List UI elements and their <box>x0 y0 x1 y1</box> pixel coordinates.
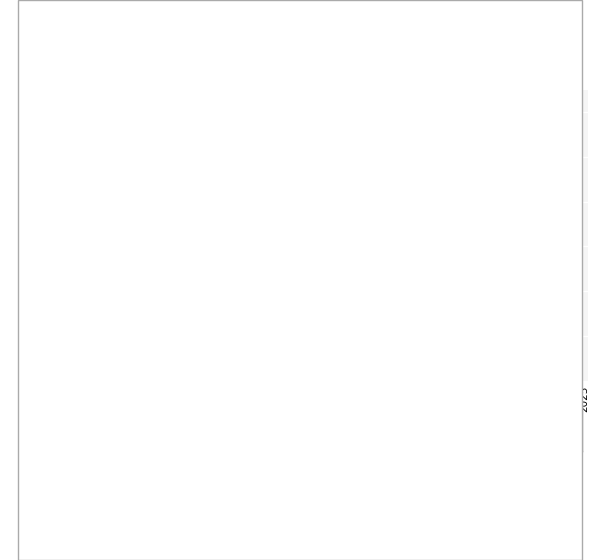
Bar <box>300 90 352 381</box>
Text: 1, QUEENHYTHE ROAD, JACOBS WELL, GUILDFORD, GU4 7NY: 1, QUEENHYTHE ROAD, JACOBS WELL, GUILDFO… <box>64 20 536 34</box>
Text: 2: 2 <box>346 118 358 130</box>
Text: 39% ↓ HPI: 39% ↓ HPI <box>430 494 492 508</box>
Text: 1: 1 <box>295 118 306 130</box>
Text: 2: 2 <box>48 494 56 508</box>
Text: Contains HM Land Registry data © Crown copyright and database right 2024.
This d: Contains HM Land Registry data © Crown c… <box>30 526 382 546</box>
Text: £355,000: £355,000 <box>251 464 306 477</box>
Text: Price paid vs. HM Land Registry's House Price Index (HPI): Price paid vs. HM Land Registry's House … <box>131 31 469 44</box>
Text: £337,000: £337,000 <box>251 494 306 508</box>
FancyBboxPatch shape <box>35 490 68 512</box>
Text: 06-APR-2011: 06-APR-2011 <box>75 494 151 508</box>
Text: 1: 1 <box>48 464 56 477</box>
FancyBboxPatch shape <box>35 459 68 482</box>
Text: HPI: Average price, detached house, Guildford: HPI: Average price, detached house, Guil… <box>74 433 316 444</box>
Text: 33% ↓ HPI: 33% ↓ HPI <box>430 464 492 477</box>
Text: 1, QUEENHYTHE ROAD, JACOBS WELL, GUILDFORD, GU4 7NY (detached house): 1, QUEENHYTHE ROAD, JACOBS WELL, GUILDFO… <box>74 413 485 423</box>
Text: 31-MAR-2008: 31-MAR-2008 <box>73 464 152 477</box>
